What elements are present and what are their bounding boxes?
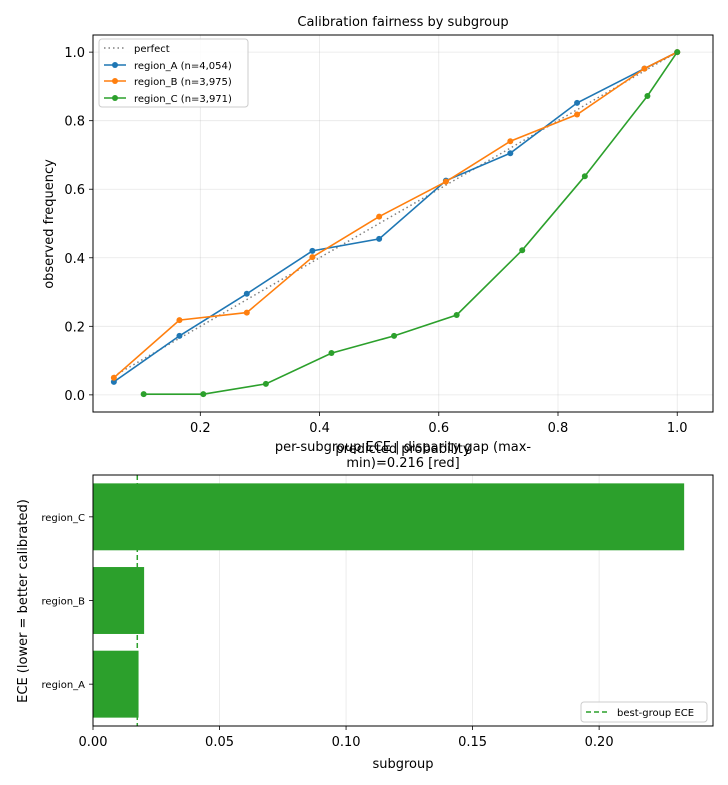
series-point-region-b <box>641 65 648 72</box>
calibration-y-tick-label: 0.6 <box>64 183 85 198</box>
series-point-region-c <box>140 391 147 398</box>
ece-legend: best-group ECE <box>580 701 708 723</box>
series-point-region-c <box>581 173 588 180</box>
calibration-x-tick-label: 0.6 <box>428 421 449 436</box>
ece-x-axis-label: subgroup <box>372 757 433 772</box>
calibration-ticks: 0.2 0.4 0.6 0.8 1.0 0.0 0.2 0.4 0.6 0.8 1.0 <box>64 46 687 436</box>
series-point-region-a <box>309 247 316 254</box>
series-point-region-c <box>674 49 681 56</box>
calibration-y-tick-label: 0.4 <box>64 252 85 267</box>
series-point-region-b <box>243 309 250 316</box>
calibration-y-axis-label: observed frequency <box>42 159 57 289</box>
legend-perfect-label: perfect <box>134 44 170 55</box>
calibration-x-tick-label: 0.2 <box>190 421 211 436</box>
series-point-region-c <box>391 332 398 339</box>
ece-chart: per-subgroup ECE | disparity gap (max- m… <box>16 440 714 772</box>
series-point-region-a <box>376 235 383 242</box>
calibration-y-tick-label: 1.0 <box>64 46 85 61</box>
series-point-region-a <box>110 378 117 385</box>
series-point-region-c <box>453 312 460 319</box>
series-point-region-a <box>507 150 514 157</box>
series-point-region-a <box>574 99 581 106</box>
series-point-region-c <box>328 350 335 357</box>
legend-region-c-label: region_C (n=3,971) <box>134 94 232 105</box>
ece-category-label: region_B <box>42 597 86 608</box>
ece-x-tick-label: 0.20 <box>585 735 614 750</box>
calibration-chart: Calibration fairness by subgroup 0.2 0.4 0… <box>42 15 714 457</box>
ece-y-axis-label: ECE (lower = better calibrated) <box>16 499 31 703</box>
ece-ticks: 0.00 0.05 0.10 0.15 0.20 region_A region_B regi… <box>41 513 613 750</box>
series-point-region-c <box>644 93 651 100</box>
calibration-legend: perfect region_A (n=4,054) region_B (n=3… <box>98 38 249 108</box>
calibration-x-tick-label: 0.4 <box>309 421 330 436</box>
calibration-axes-frame <box>92 34 714 413</box>
calibration-y-tick-label: 0.0 <box>64 389 85 404</box>
ece-x-tick-label: 0.10 <box>332 735 361 750</box>
legend-best-group-label: best-group ECE <box>617 708 694 719</box>
series-point-region-b <box>574 111 581 118</box>
ece-x-tick-label: 0.00 <box>79 735 108 750</box>
ece-category-label: region_C <box>41 513 85 524</box>
calibration-y-tick-label: 0.2 <box>64 320 85 335</box>
ece-bar-region-c <box>93 483 685 551</box>
legend-region-b-label: region_B (n=3,975) <box>134 77 232 88</box>
calibration-legend-box <box>98 38 249 108</box>
ece-legend-box <box>580 701 708 723</box>
perfect-calibration-line <box>113 51 678 377</box>
series-point-region-b <box>442 178 449 185</box>
legend-region-c-marker <box>112 95 118 101</box>
ece-bar-region-b <box>93 567 145 634</box>
series-point-region-a <box>243 290 250 297</box>
series-point-region-b <box>376 213 383 220</box>
calibration-x-tick-label: 0.8 <box>548 421 569 436</box>
calibration-x-axis-label: predicted probability <box>335 442 470 457</box>
series-point-region-b <box>507 138 514 145</box>
series-line-region-b <box>113 51 678 379</box>
series-point-region-c <box>519 247 526 254</box>
ece-chart-title-line-2: min)=0.216 [red] <box>346 456 459 471</box>
series-point-region-a <box>176 332 183 339</box>
ece-x-tick-label: 0.15 <box>458 735 487 750</box>
series-line-region-c <box>143 51 678 396</box>
series-point-region-c <box>262 380 269 387</box>
legend-region-b-marker <box>112 78 118 84</box>
calibration-x-tick-label: 1.0 <box>667 421 688 436</box>
ece-bar-region-a <box>93 650 139 718</box>
series-point-region-c <box>200 391 207 398</box>
series-line-region-a <box>113 51 678 383</box>
series-point-region-b <box>309 254 316 261</box>
calibration-chart-title: Calibration fairness by subgroup <box>297 15 508 30</box>
legend-region-a-label: region_A (n=4,054) <box>134 61 232 72</box>
calibration-y-tick-label: 0.8 <box>64 115 85 130</box>
series-point-region-b <box>110 374 117 381</box>
series-point-region-b <box>176 317 183 324</box>
calibration-plot-area <box>110 49 681 398</box>
legend-region-a-marker <box>112 62 118 68</box>
ece-category-label: region_A <box>42 680 86 691</box>
ece-chart-title-line-1: per-subgroup ECE | disparity gap (max- <box>275 440 531 455</box>
ece-plot-area <box>93 475 685 726</box>
ece-x-tick-label: 0.05 <box>205 735 234 750</box>
